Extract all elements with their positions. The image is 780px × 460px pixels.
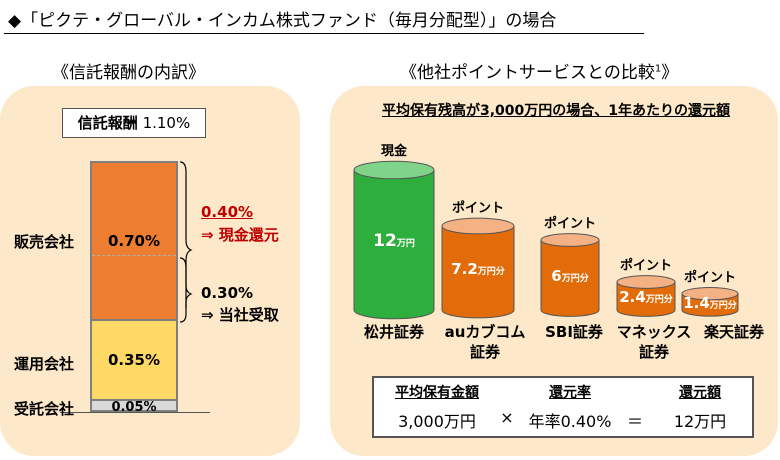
- segment-management-label: 0.35%: [107, 351, 161, 369]
- value-label-monex: 2.4万円分: [619, 288, 673, 306]
- formula-value-amount: 3,000万円: [398, 412, 476, 431]
- comparison-chart: 現金12万円ポイント7.2万円分ポイント6万円分ポイント2.4万円分ポイント1.…: [353, 143, 739, 320]
- category-sbi-line1: SBI証券: [545, 323, 603, 341]
- formula-op-multiply: ×: [500, 408, 514, 427]
- value-label-rakuten: 1.4万円分: [683, 294, 737, 312]
- formula-header-amount: 平均保有金額: [395, 385, 479, 401]
- cylinder-top-matsui: [353, 160, 435, 180]
- formula-box: 平均保有金額 還元率 還元額 3,000万円 × 年率0.40% ＝ 12万円: [372, 376, 754, 438]
- category-monex: マネックス 証券: [614, 322, 694, 362]
- fee-box: 信託報酬 1.10%: [62, 108, 206, 138]
- company-receive-text: ⇒ 当社受取: [201, 306, 279, 324]
- category-sbi: SBI証券: [536, 322, 612, 342]
- cylinder-top-monex: [616, 275, 676, 289]
- value-label-aukabucom: 7.2万円分: [451, 260, 505, 278]
- fee-stacked-bar: 0.70% 0.35% 0.05%: [90, 161, 178, 415]
- title-underline: [4, 33, 644, 34]
- cylinder-body-monex: [616, 281, 676, 317]
- company-trustee: 受託会社: [14, 400, 75, 418]
- sales-split-line: [92, 255, 176, 256]
- company-sales: 販売会社: [14, 233, 75, 251]
- cylinder-body-matsui: [353, 169, 435, 320]
- cylinder-top-sbi: [540, 233, 600, 247]
- segment-sales: 0.70%: [90, 161, 178, 321]
- cash-return-text: ⇒ 現金還元: [201, 226, 279, 244]
- chart-category-labels: 松井証券 auカブコム 証券 SBI証券 マネックス 証券 楽天証券: [356, 322, 776, 368]
- cylinder-label-monex: ポイント: [620, 258, 672, 274]
- right-heading: 《他社ポイントサービスとの比較1》: [400, 58, 678, 83]
- formula-header-return: 還元額: [679, 385, 721, 401]
- fee-box-value: 1.10%: [142, 114, 191, 132]
- category-aukabucom: auカブコム 証券: [442, 322, 528, 362]
- category-matsui-line1: 松井証券: [363, 323, 424, 341]
- formula-header-rate: 還元率: [549, 385, 591, 401]
- cylinder-top-aukabucom: [441, 217, 515, 235]
- cylinder-body-sbi: [540, 239, 600, 317]
- cylinder-label-rakuten: ポイント: [684, 270, 736, 286]
- left-heading: 《信託報酬の内訳》: [52, 63, 205, 83]
- right-heading-end: 》: [661, 63, 679, 83]
- bracket-upper: [179, 161, 193, 308]
- cylinder-label-matsui: 現金: [381, 143, 408, 159]
- category-matsui: 松井証券: [356, 322, 432, 342]
- segment-trustee-label: 0.05%: [111, 400, 157, 415]
- bracket-lower: [179, 257, 193, 323]
- category-aukabucom-line1: auカブコム: [444, 323, 526, 341]
- company-receive-pct: 0.30%: [201, 284, 254, 302]
- chart-title: 平均保有残高が3,000万円の場合、1年あたりの還元額: [381, 103, 731, 119]
- category-monex-line2: 証券: [638, 343, 669, 361]
- cylinder-top-rakuten: [681, 287, 739, 301]
- footnote-marker: 1: [654, 63, 662, 75]
- cash-return-pct: 0.40%: [201, 203, 254, 221]
- category-rakuten: 楽天証券: [696, 322, 772, 342]
- category-rakuten-line1: 楽天証券: [703, 323, 764, 341]
- page-title: ◆「ピクテ・グローバル・インカム株式ファンド（毎月分配型）」の場合: [8, 11, 557, 31]
- cylinder-body-aukabucom: [441, 225, 515, 319]
- category-monex-line1: マネックス: [616, 323, 692, 341]
- company-management: 運用会社: [14, 355, 75, 373]
- value-label-matsui: 12万円: [373, 231, 415, 251]
- cylinder-label-aukabucom: ポイント: [452, 200, 504, 216]
- split-brackets: [179, 161, 193, 323]
- segment-trustee: 0.05%: [90, 400, 178, 415]
- segment-management: 0.35%: [90, 321, 178, 401]
- formula-op-equals: ＝: [626, 412, 643, 431]
- segment-sales-label: 0.70%: [107, 232, 161, 250]
- cylinder-label-sbi: ポイント: [544, 216, 596, 232]
- value-label-sbi: 6万円分: [551, 267, 588, 285]
- stack-baseline: [60, 412, 210, 413]
- category-aukabucom-line2: 証券: [469, 343, 500, 361]
- formula-value-rate: 年率0.40%: [528, 412, 612, 431]
- formula-value-return: 12万円: [673, 412, 727, 431]
- fee-box-label: 信託報酬: [77, 114, 138, 132]
- right-heading-text: 《他社ポイントサービスとの比較: [400, 63, 655, 83]
